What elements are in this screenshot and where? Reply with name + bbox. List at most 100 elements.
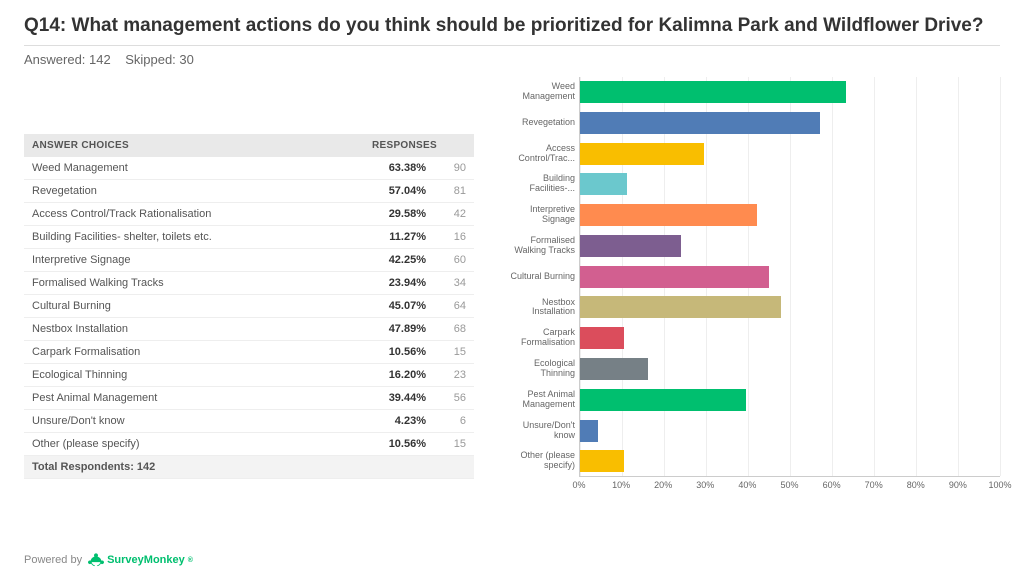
choice-label: Nestbox Installation bbox=[24, 317, 364, 340]
choice-pct: 63.38% bbox=[364, 157, 434, 180]
col-responses: Responses bbox=[364, 134, 474, 157]
bar-row: Access Control/Trac... bbox=[580, 143, 1000, 165]
powered-by-label: Powered by bbox=[24, 554, 82, 566]
choice-count: 6 bbox=[434, 409, 474, 432]
table-row: Formalised Walking Tracks 23.94% 34 bbox=[24, 271, 474, 294]
gridline bbox=[1000, 77, 1001, 476]
bar bbox=[580, 143, 704, 165]
x-tick: 40% bbox=[738, 480, 756, 490]
bar bbox=[580, 327, 624, 349]
choice-pct: 45.07% bbox=[364, 294, 434, 317]
results-table: Answer Choices Responses Weed Management… bbox=[24, 134, 474, 479]
surveymonkey-brand: SurveyMonkey® bbox=[88, 552, 193, 568]
choice-pct: 57.04% bbox=[364, 179, 434, 202]
bar bbox=[580, 81, 846, 103]
choice-count: 68 bbox=[434, 317, 474, 340]
bar bbox=[580, 389, 746, 411]
choice-pct: 10.56% bbox=[364, 340, 434, 363]
brand-text: SurveyMonkey bbox=[107, 554, 185, 566]
bar-label: Other (please specify) bbox=[508, 451, 580, 471]
question-title: Q14: What management actions do you thin… bbox=[24, 14, 1000, 46]
bar-label: Formalised Walking Tracks bbox=[508, 236, 580, 256]
table-row: Access Control/Track Rationalisation 29.… bbox=[24, 202, 474, 225]
choice-pct: 23.94% bbox=[364, 271, 434, 294]
bar bbox=[580, 173, 627, 195]
choice-label: Interpretive Signage bbox=[24, 248, 364, 271]
choice-count: 90 bbox=[434, 157, 474, 180]
table-total-row: Total Respondents: 142 bbox=[24, 455, 474, 478]
bar-row: Unsure/Don't know bbox=[580, 420, 1000, 442]
bar-label: Access Control/Trac... bbox=[508, 144, 580, 164]
choice-count: 60 bbox=[434, 248, 474, 271]
table-row: Cultural Burning 45.07% 64 bbox=[24, 294, 474, 317]
choice-label: Revegetation bbox=[24, 179, 364, 202]
table-row: Carpark Formalisation 10.56% 15 bbox=[24, 340, 474, 363]
bar-label: Nestbox Installation bbox=[508, 298, 580, 318]
choice-count: 15 bbox=[434, 432, 474, 455]
choice-count: 23 bbox=[434, 363, 474, 386]
bar-label: Building Facilities-... bbox=[508, 174, 580, 194]
choice-label: Weed Management bbox=[24, 157, 364, 180]
x-tick: 10% bbox=[612, 480, 630, 490]
bar-label: Unsure/Don't know bbox=[508, 421, 580, 441]
x-tick: 20% bbox=[654, 480, 672, 490]
choice-label: Unsure/Don't know bbox=[24, 409, 364, 432]
choice-count: 16 bbox=[434, 225, 474, 248]
bar bbox=[580, 112, 820, 134]
surveymonkey-icon bbox=[88, 552, 104, 568]
col-choices: Answer Choices bbox=[24, 134, 364, 157]
x-tick: 30% bbox=[696, 480, 714, 490]
bar-label: Ecological Thinning bbox=[508, 359, 580, 379]
bar-label: Carpark Formalisation bbox=[508, 328, 580, 348]
bar-row: Cultural Burning bbox=[580, 266, 1000, 288]
table-row: Weed Management 63.38% 90 bbox=[24, 157, 474, 180]
bar-row: Formalised Walking Tracks bbox=[580, 235, 1000, 257]
bar-label: Pest Animal Management bbox=[508, 390, 580, 410]
bar bbox=[580, 266, 769, 288]
choice-pct: 29.58% bbox=[364, 202, 434, 225]
choice-count: 42 bbox=[434, 202, 474, 225]
choice-label: Building Facilities- shelter, toilets et… bbox=[24, 225, 364, 248]
bar bbox=[580, 296, 781, 318]
x-tick: 60% bbox=[823, 480, 841, 490]
bar-label: Revegetation bbox=[508, 118, 580, 128]
x-tick: 0% bbox=[572, 480, 585, 490]
bar-chart: Weed Management Revegetation Access Contro… bbox=[504, 77, 1000, 497]
choice-label: Access Control/Track Rationalisation bbox=[24, 202, 364, 225]
choice-label: Other (please specify) bbox=[24, 432, 364, 455]
choice-label: Ecological Thinning bbox=[24, 363, 364, 386]
table-row: Revegetation 57.04% 81 bbox=[24, 179, 474, 202]
skipped-count: 30 bbox=[179, 52, 193, 67]
choice-label: Formalised Walking Tracks bbox=[24, 271, 364, 294]
bar-row: Interpretive Signage bbox=[580, 204, 1000, 226]
total-label: Total Respondents: 142 bbox=[24, 455, 364, 478]
choice-count: 56 bbox=[434, 386, 474, 409]
bar-row: Carpark Formalisation bbox=[580, 327, 1000, 349]
x-tick: 70% bbox=[865, 480, 883, 490]
bar bbox=[580, 235, 681, 257]
bar bbox=[580, 420, 598, 442]
choice-count: 64 bbox=[434, 294, 474, 317]
bar-label: Weed Management bbox=[508, 82, 580, 102]
table-row: Interpretive Signage 42.25% 60 bbox=[24, 248, 474, 271]
bar-row: Nestbox Installation bbox=[580, 296, 1000, 318]
table-row: Pest Animal Management 39.44% 56 bbox=[24, 386, 474, 409]
skipped-label: Skipped: bbox=[125, 52, 176, 67]
choice-label: Cultural Burning bbox=[24, 294, 364, 317]
bar-row: Ecological Thinning bbox=[580, 358, 1000, 380]
bar bbox=[580, 450, 624, 472]
choice-count: 15 bbox=[434, 340, 474, 363]
bar bbox=[580, 358, 648, 380]
x-tick: 50% bbox=[780, 480, 798, 490]
choice-count: 34 bbox=[434, 271, 474, 294]
choice-pct: 4.23% bbox=[364, 409, 434, 432]
bar bbox=[580, 204, 757, 226]
bar-row: Weed Management bbox=[580, 81, 1000, 103]
x-tick: 80% bbox=[907, 480, 925, 490]
bar-label: Cultural Burning bbox=[508, 272, 580, 282]
table-row: Unsure/Don't know 4.23% 6 bbox=[24, 409, 474, 432]
table-row: Building Facilities- shelter, toilets et… bbox=[24, 225, 474, 248]
choice-pct: 39.44% bbox=[364, 386, 434, 409]
choice-pct: 47.89% bbox=[364, 317, 434, 340]
choice-pct: 11.27% bbox=[364, 225, 434, 248]
